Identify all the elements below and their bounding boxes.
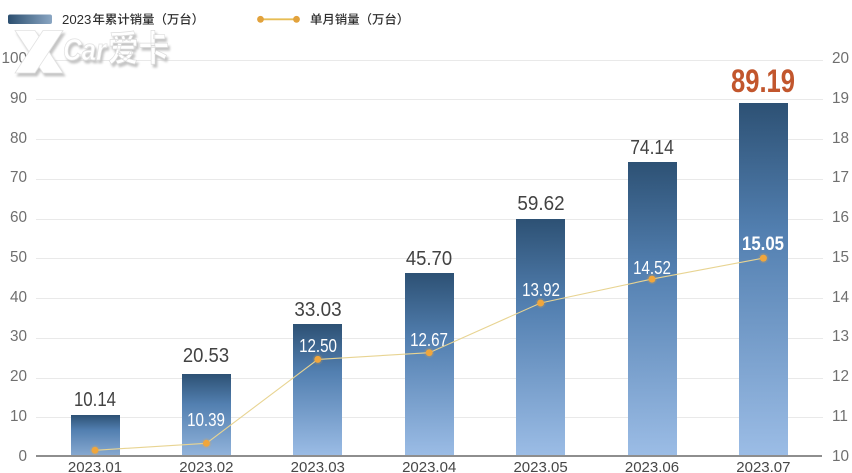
svg-text:Car: Car — [63, 32, 108, 67]
svg-text:2023: 2023 — [62, 12, 91, 27]
